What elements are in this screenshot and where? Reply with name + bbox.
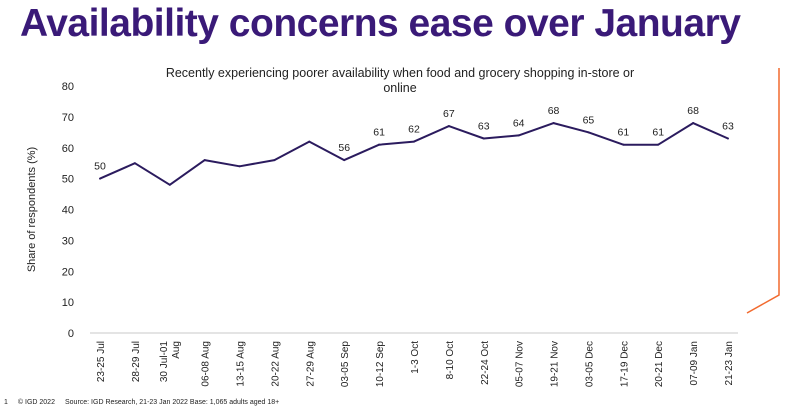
x-tick-label: 19-21 Nov <box>550 341 561 387</box>
y-tick-label: 40 <box>62 205 74 217</box>
data-point <box>413 140 415 143</box>
data-point <box>168 183 171 186</box>
slide-title: Availability concerns ease over January <box>20 2 741 45</box>
x-tick-label: 28-29 Jul <box>131 341 142 382</box>
data-label: 50 <box>94 161 106 173</box>
x-tick-label: 13-15 Aug <box>236 341 247 387</box>
x-tick-label-wrap: Aug <box>171 341 182 359</box>
y-tick-label: 30 <box>62 235 74 247</box>
page-number: 1 <box>4 399 8 406</box>
data-label: 64 <box>513 117 525 129</box>
data-point <box>657 143 660 146</box>
x-tick-label: 07-09 Jan <box>689 341 700 385</box>
data-label: 61 <box>652 127 664 139</box>
chart-title-line: Recently experiencing poorer availabilit… <box>166 66 634 80</box>
data-point <box>622 143 625 146</box>
x-tick-label: 05-07 Nov <box>515 341 526 387</box>
x-tick-label: 17-19 Dec <box>619 341 630 387</box>
base-text: Base: 1,065 adults aged 18+ <box>189 399 280 406</box>
copyright: © IGD 2022 <box>17 399 55 406</box>
data-point <box>133 162 136 165</box>
x-tick-label: 20-21 Dec <box>654 341 665 387</box>
source-note: Source: IGD Research, 21-23 Jan 2022 Bas… <box>65 399 279 406</box>
x-tick-label: 27-29 Aug <box>305 341 316 387</box>
x-tick-label: 20-22 Aug <box>270 341 281 387</box>
data-point <box>727 137 729 140</box>
y-tick-label: 60 <box>62 143 74 155</box>
footer: 1 © IGD 2022 Source: IGD Research, 21-23… <box>4 399 279 406</box>
y-tick-label: 80 <box>62 81 74 93</box>
data-label: 68 <box>548 105 560 117</box>
y-tick-label: 70 <box>62 112 74 124</box>
data-point <box>692 122 695 125</box>
y-tick-label: 20 <box>62 266 74 278</box>
data-label: 56 <box>338 142 350 154</box>
data-point <box>378 143 381 146</box>
x-tick-label: 21-23 Jan <box>724 341 735 385</box>
data-point <box>552 122 555 125</box>
data-label: 63 <box>722 120 734 132</box>
data-label: 65 <box>583 114 595 126</box>
data-point <box>517 134 520 137</box>
x-tick-label: 03-05 Dec <box>584 341 595 387</box>
x-tick-label: 1-3 Oct <box>410 341 421 374</box>
data-label: 61 <box>617 127 629 139</box>
data-label: 63 <box>478 120 490 132</box>
data-point <box>238 165 241 168</box>
data-point <box>273 159 276 162</box>
data-point <box>308 140 311 143</box>
data-point <box>99 177 101 180</box>
x-tick-label: 10-12 Sep <box>375 341 386 388</box>
data-point <box>203 159 206 162</box>
x-tick-label: 23-25 Jul <box>96 341 107 382</box>
x-tick-label: 8-10 Oct <box>445 341 456 380</box>
x-tick-label: 22-24 Oct <box>480 341 491 385</box>
data-label: 62 <box>408 124 420 136</box>
data-label: 68 <box>687 105 699 117</box>
y-tick-label: 10 <box>62 297 74 309</box>
x-tick-label: 03-05 Sep <box>340 341 351 388</box>
data-point <box>482 137 485 140</box>
data-point <box>343 159 346 162</box>
y-tick-label: 0 <box>68 328 74 340</box>
y-tick-label: 50 <box>62 174 74 186</box>
chart-title-line: online <box>383 81 416 95</box>
x-tick-label: 06-08 Aug <box>201 341 212 387</box>
data-point <box>587 131 590 134</box>
data-label: 61 <box>373 127 385 139</box>
data-label: 67 <box>443 108 455 120</box>
x-tick-label: 30 Jul-01 <box>159 341 170 383</box>
y-axis-label: Share of respondents (%) <box>26 147 38 272</box>
data-point <box>447 125 450 128</box>
source-text: Source: IGD Research, 21-23 Jan 2022 <box>64 399 188 406</box>
